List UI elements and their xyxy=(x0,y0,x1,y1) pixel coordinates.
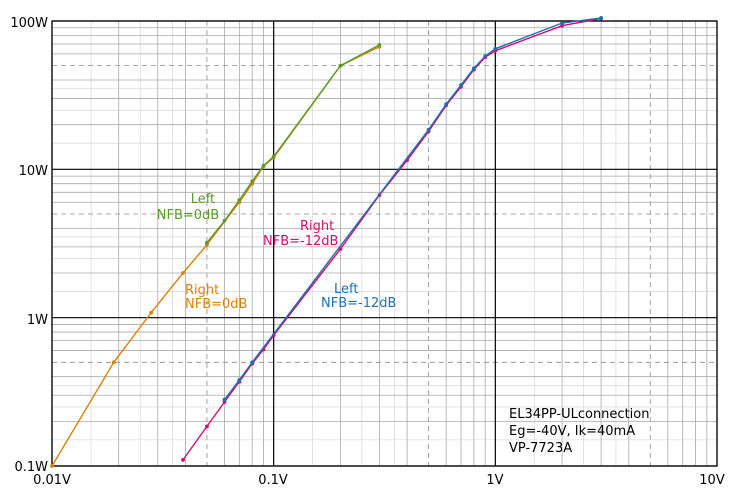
series-3-point-3 xyxy=(426,127,431,132)
grid xyxy=(51,20,718,467)
series-2-point-0 xyxy=(181,458,185,462)
x-tick-label-0: 0.01V xyxy=(33,473,71,488)
series-2-point-1 xyxy=(205,424,209,429)
annotation-right-nfb12-line2: NFB=-12dB xyxy=(263,234,338,249)
series-0-point-1 xyxy=(111,360,116,365)
series-1-point-5 xyxy=(271,154,276,159)
series-2-point-16 xyxy=(560,23,564,28)
series-0-point-2 xyxy=(149,310,154,315)
info-line-1: EL34PP-ULconnection xyxy=(509,407,649,422)
series-3-point-9 xyxy=(560,21,564,25)
annotation-right-nfb0: Right NFB=0dB xyxy=(185,283,247,312)
series-3-point-6 xyxy=(472,66,476,71)
annotation-right-nfb0-line2: NFB=0dB xyxy=(185,297,247,312)
series-annotations: Left NFB=0dB Right NFB=0dB Right NFB=-12… xyxy=(157,192,397,312)
annotation-right-nfb0-line1: Right xyxy=(185,283,219,298)
series-3-point-10 xyxy=(599,16,603,20)
annotation-left-nfb0-line2: NFB=0dB xyxy=(157,208,219,223)
annotation-left-nfb0-line1: Left xyxy=(191,192,215,207)
series-1-point-0 xyxy=(205,240,209,245)
annotation-right-nfb12: Right NFB=-12dB xyxy=(263,219,338,249)
series-3-point-1 xyxy=(237,378,242,382)
series-3-point-7 xyxy=(483,54,488,58)
series-1-point-7 xyxy=(377,43,382,47)
series-group xyxy=(50,16,603,468)
annotation-left-nfb12: Left NFB=-12dB xyxy=(321,282,396,311)
series-1-point-3 xyxy=(250,179,255,184)
series-1-point-2 xyxy=(237,198,242,203)
plot-frame xyxy=(51,20,718,467)
y-tick-label-3: 100W xyxy=(10,16,48,31)
x-tick-label-2: 1V xyxy=(486,473,503,488)
annotation-right-nfb12-line1: Right xyxy=(300,219,334,234)
series-3-point-2 xyxy=(250,360,255,365)
series-1-point-6 xyxy=(338,63,343,68)
series-3-point-5 xyxy=(459,83,463,87)
series-3-point-0 xyxy=(222,397,227,402)
x-tick-label-1: 0.1V xyxy=(258,473,288,488)
info-box: EL34PP-ULconnection Eg=-40V, Ik=40mA VP-… xyxy=(509,407,649,456)
series-line-1 xyxy=(206,44,380,244)
series-0-point-3 xyxy=(181,271,185,275)
info-line-2: Eg=-40V, Ik=40mA xyxy=(509,424,635,439)
annotation-left-nfb12-line1: Left xyxy=(334,282,358,297)
x-tick-label-3: 10V xyxy=(699,473,725,488)
info-line-3: VP-7723A xyxy=(509,441,572,456)
y-tick-label-0: 0.1W xyxy=(14,460,48,475)
tick-labels: 0.01V 0.1V 1V 10V 0.1W 1W 10W 100W xyxy=(10,16,724,488)
series-1-point-4 xyxy=(261,163,266,168)
annotation-left-nfb12-line2: NFB=-12dB xyxy=(321,296,396,311)
y-tick-label-2: 10W xyxy=(19,164,49,179)
series-0-point-0 xyxy=(50,464,54,468)
series-3-point-4 xyxy=(444,102,449,107)
y-tick-label-1: 1W xyxy=(27,313,48,328)
series-1-point-1 xyxy=(222,218,227,223)
series-3-point-8 xyxy=(493,46,498,51)
annotation-left-nfb0: Left NFB=0dB xyxy=(157,192,220,223)
